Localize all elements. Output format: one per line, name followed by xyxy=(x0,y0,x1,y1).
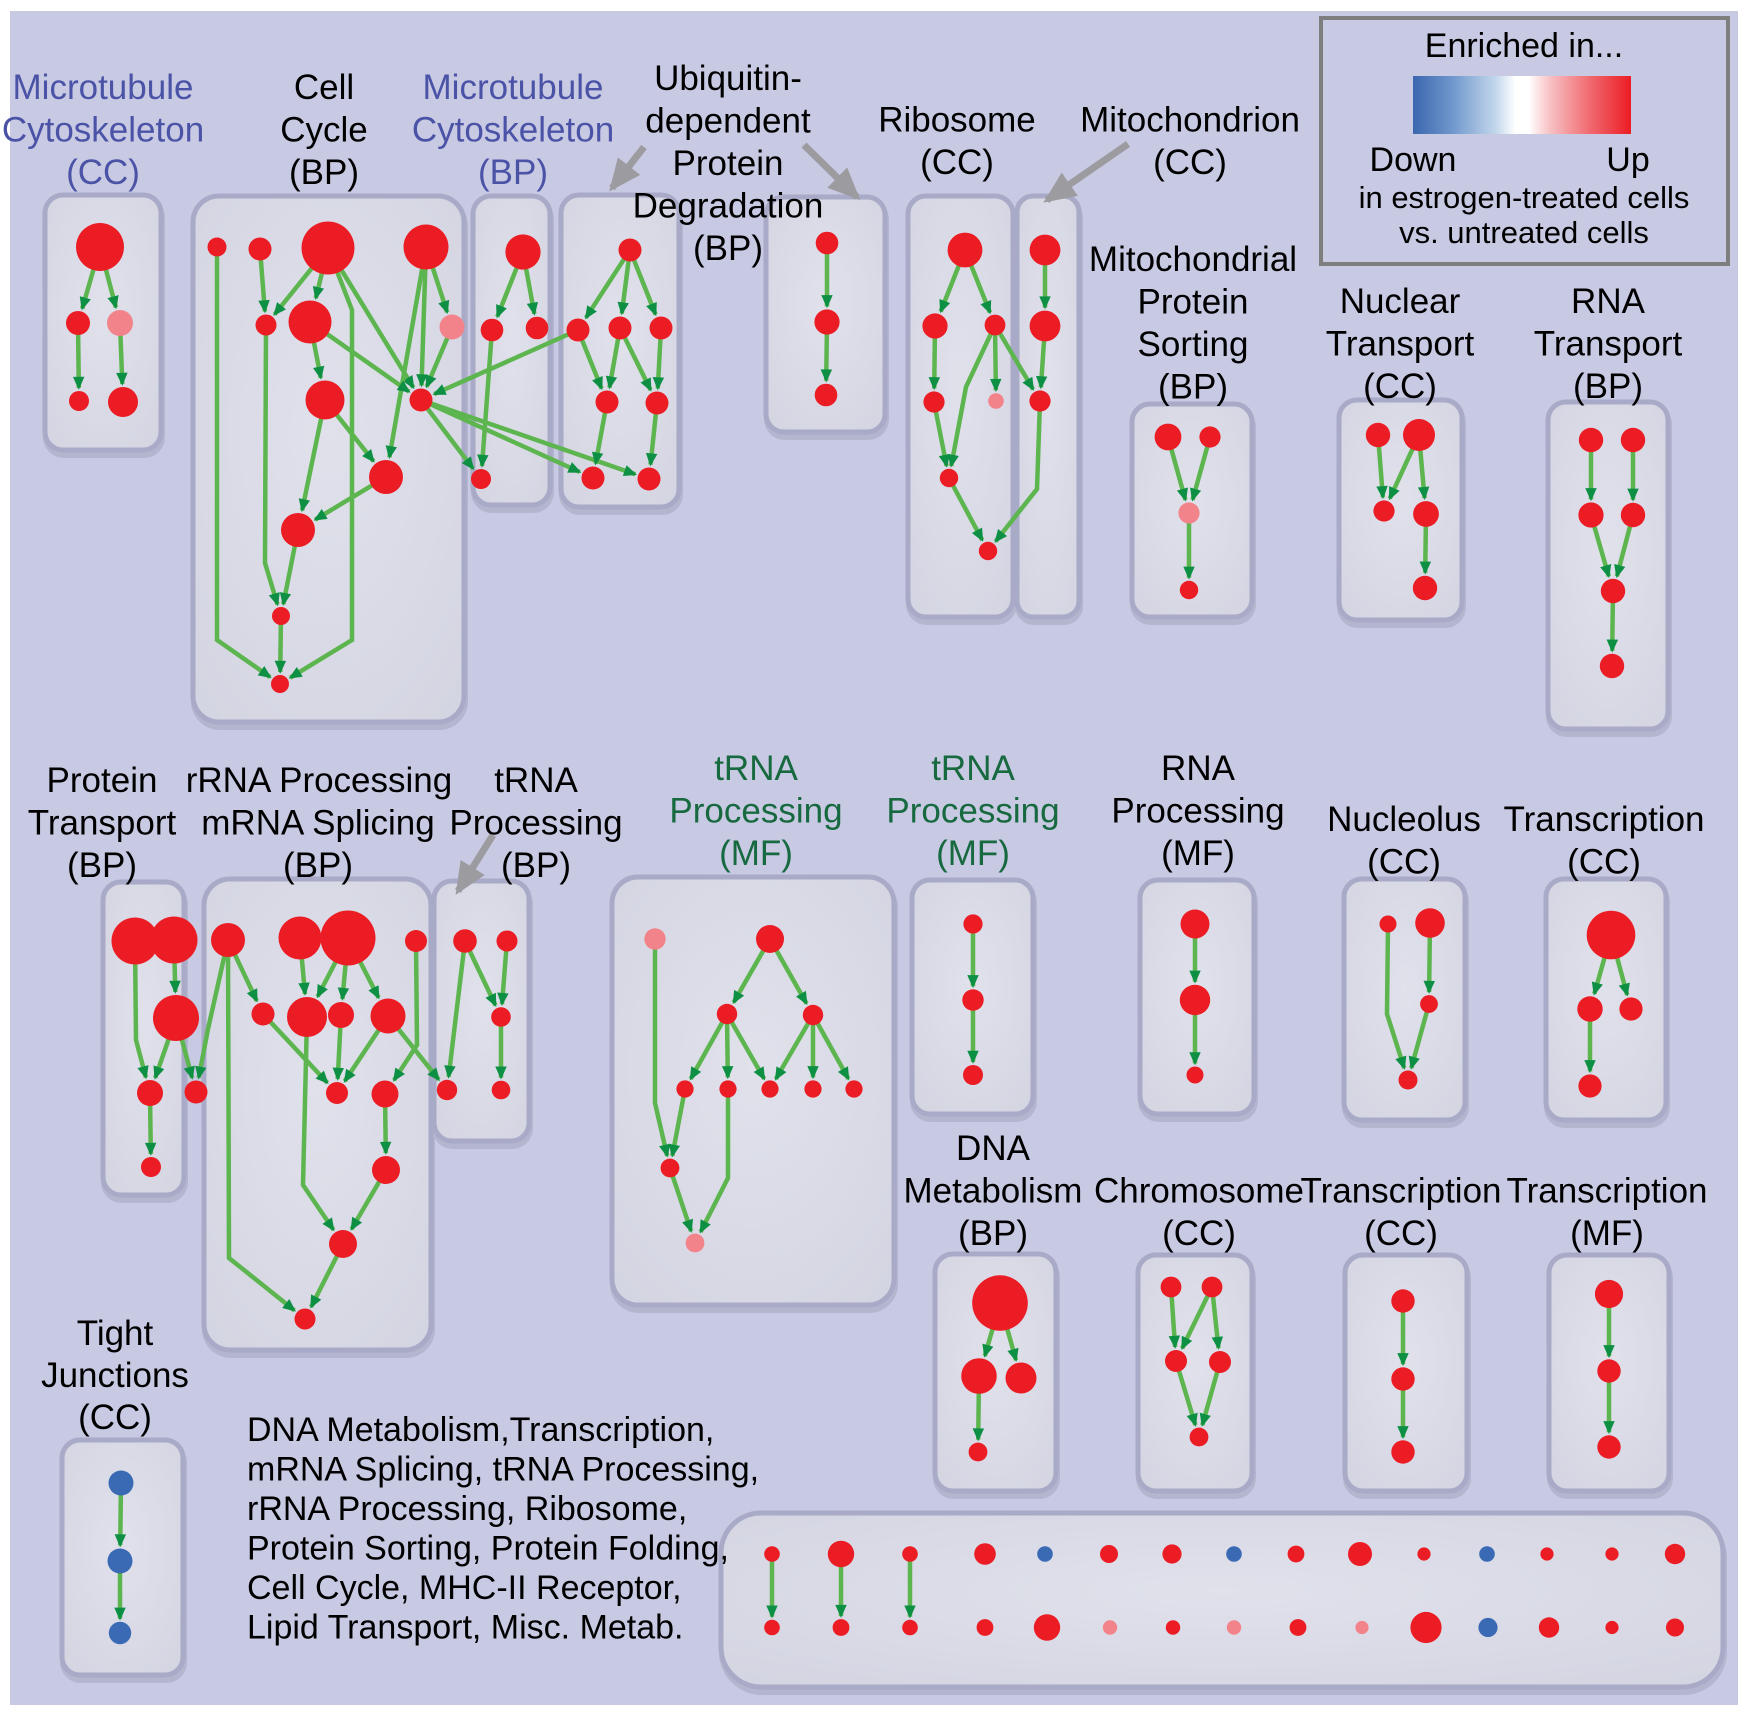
svg-text:(CC): (CC) xyxy=(1367,843,1441,882)
svg-text:(BP): (BP) xyxy=(501,846,571,885)
svg-text:Protein: Protein xyxy=(1138,283,1249,322)
svg-text:mRNA Splicing: mRNA Splicing xyxy=(201,804,434,843)
svg-text:(CC): (CC) xyxy=(78,1398,152,1437)
svg-text:DNA: DNA xyxy=(956,1129,1031,1168)
svg-text:dependent: dependent xyxy=(645,102,811,141)
svg-text:Mitochondrial: Mitochondrial xyxy=(1089,240,1297,279)
svg-text:Processing: Processing xyxy=(449,804,622,843)
svg-text:Ubiquitin-: Ubiquitin- xyxy=(654,59,802,98)
svg-text:tRNA: tRNA xyxy=(714,749,798,788)
svg-text:tRNA: tRNA xyxy=(494,761,578,800)
svg-text:mRNA Splicing, tRNA Processing: mRNA Splicing, tRNA Processing, xyxy=(247,1451,759,1489)
svg-text:(CC): (CC) xyxy=(1567,843,1641,882)
svg-text:Ribosome: Ribosome xyxy=(878,101,1036,140)
svg-text:Chromosome: Chromosome xyxy=(1094,1172,1304,1211)
svg-text:RNA: RNA xyxy=(1161,749,1236,788)
svg-text:Sorting: Sorting xyxy=(1138,325,1249,364)
svg-text:Transport: Transport xyxy=(1326,325,1475,364)
svg-text:Nucleolus: Nucleolus xyxy=(1327,800,1481,839)
svg-text:vs. untreated cells: vs. untreated cells xyxy=(1399,215,1649,250)
svg-text:Cytoskeleton: Cytoskeleton xyxy=(2,111,204,150)
svg-text:tRNA: tRNA xyxy=(931,749,1015,788)
svg-text:in estrogen-treated cells: in estrogen-treated cells xyxy=(1359,180,1690,215)
svg-text:(CC): (CC) xyxy=(66,153,140,192)
svg-text:Degradation: Degradation xyxy=(633,187,824,226)
svg-text:(BP): (BP) xyxy=(1158,368,1228,407)
svg-text:(BP): (BP) xyxy=(958,1214,1028,1253)
svg-text:(MF): (MF) xyxy=(1570,1214,1644,1253)
svg-text:Metabolism: Metabolism xyxy=(904,1172,1083,1211)
svg-text:Microtubule: Microtubule xyxy=(423,68,604,107)
svg-text:(CC): (CC) xyxy=(1162,1214,1236,1253)
svg-text:Cytoskeleton: Cytoskeleton xyxy=(412,111,614,150)
svg-text:(MF): (MF) xyxy=(719,834,793,873)
svg-text:Protein Sorting, Protein Foldi: Protein Sorting, Protein Folding, xyxy=(247,1530,729,1568)
svg-text:Down: Down xyxy=(1370,141,1457,179)
svg-text:Processing: Processing xyxy=(1111,792,1284,831)
svg-text:DNA Metabolism,Transcription,: DNA Metabolism,Transcription, xyxy=(247,1411,714,1449)
svg-text:Microtubule: Microtubule xyxy=(13,68,194,107)
svg-text:(CC): (CC) xyxy=(1363,367,1437,406)
svg-text:Cycle: Cycle xyxy=(280,111,368,150)
svg-text:Junctions: Junctions xyxy=(41,1356,189,1395)
svg-text:Lipid Transport, Misc. Metab.: Lipid Transport, Misc. Metab. xyxy=(247,1609,684,1647)
svg-text:(BP): (BP) xyxy=(693,229,763,268)
svg-text:Nuclear: Nuclear xyxy=(1340,282,1461,321)
svg-text:Protein: Protein xyxy=(673,144,784,183)
svg-text:Up: Up xyxy=(1606,141,1649,179)
svg-text:(BP): (BP) xyxy=(478,153,548,192)
svg-text:rRNA Processing, Ribosome,: rRNA Processing, Ribosome, xyxy=(247,1490,687,1528)
svg-text:(CC): (CC) xyxy=(1153,143,1227,182)
svg-text:Transport: Transport xyxy=(28,804,177,843)
svg-text:(BP): (BP) xyxy=(283,846,353,885)
svg-text:RNA: RNA xyxy=(1571,282,1646,321)
svg-text:Mitochondrion: Mitochondrion xyxy=(1080,101,1300,140)
svg-text:Tight: Tight xyxy=(77,1314,154,1353)
svg-text:Enriched in...: Enriched in... xyxy=(1425,27,1623,65)
svg-text:(CC): (CC) xyxy=(920,143,994,182)
svg-text:Processing: Processing xyxy=(669,792,842,831)
svg-text:Transcription: Transcription xyxy=(1504,800,1705,839)
svg-text:(BP): (BP) xyxy=(67,846,137,885)
svg-text:(MF): (MF) xyxy=(1161,834,1235,873)
svg-text:Transcription: Transcription xyxy=(1301,1172,1502,1211)
svg-text:Transcription: Transcription xyxy=(1507,1172,1708,1211)
svg-text:(BP): (BP) xyxy=(289,153,359,192)
svg-text:(BP): (BP) xyxy=(1573,367,1643,406)
svg-text:rRNA Processing: rRNA Processing xyxy=(186,761,452,800)
svg-text:Processing: Processing xyxy=(886,792,1059,831)
svg-text:Cell: Cell xyxy=(294,68,354,107)
svg-text:(MF): (MF) xyxy=(936,834,1010,873)
svg-text:Transport: Transport xyxy=(1534,325,1683,364)
svg-text:Cell Cycle, MHC-II Receptor,: Cell Cycle, MHC-II Receptor, xyxy=(247,1569,682,1607)
svg-text:(CC): (CC) xyxy=(1364,1214,1438,1253)
svg-text:Protein: Protein xyxy=(47,761,158,800)
